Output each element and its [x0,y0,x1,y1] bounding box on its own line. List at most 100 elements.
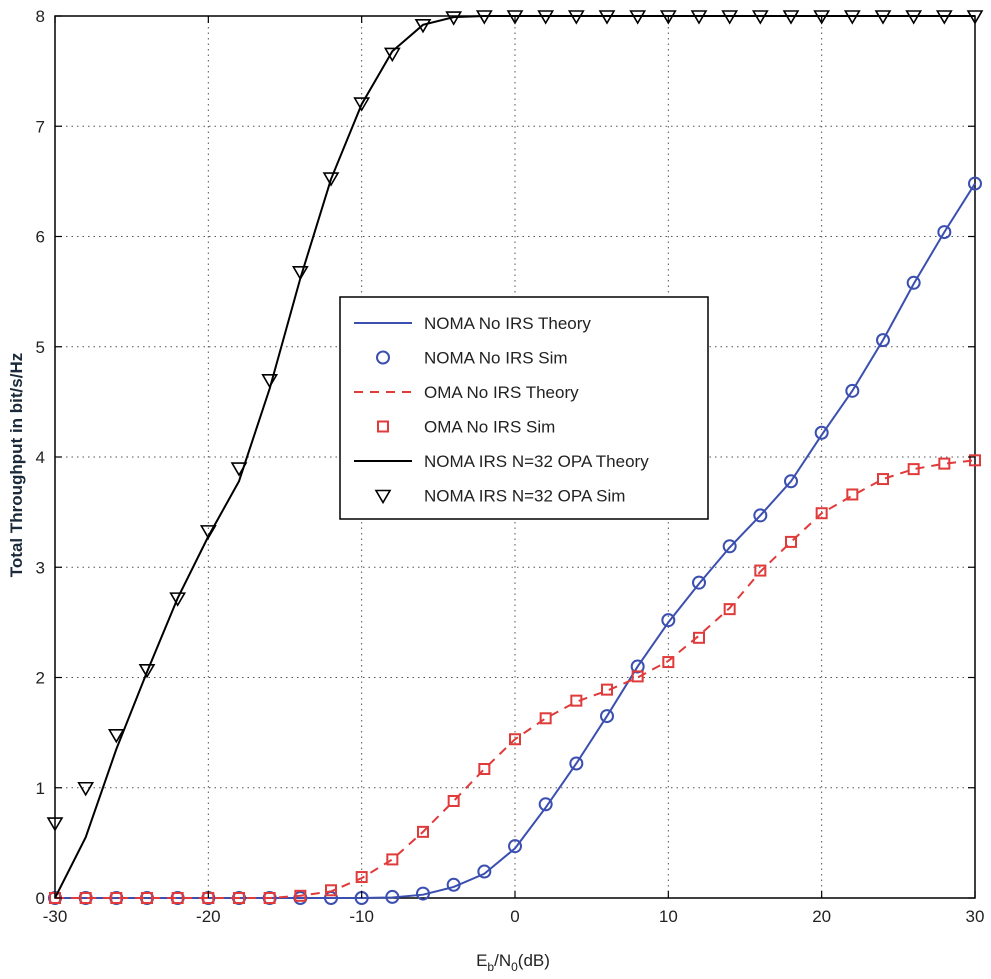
series-line [55,459,976,899]
y-tick-label: 2 [36,669,45,688]
data-point [141,892,153,904]
data-point [784,474,798,489]
x-axis-label-mid: /N [494,951,511,970]
data-point [477,864,492,879]
data-point [661,613,676,628]
data-point [629,10,647,25]
data-point [600,709,614,724]
legend-marker-sample [377,420,389,433]
y-tick-label: 4 [36,448,45,467]
data-point [446,877,461,892]
series-2 [55,459,976,899]
data-point [938,457,951,470]
data-point [294,889,307,902]
data-point [537,10,555,25]
legend: NOMA No IRS Theory NOMA No IRS Sim OMA No … [339,296,709,520]
data-point [630,659,645,674]
data-point [46,817,64,832]
data-point [845,383,860,398]
data-point [877,473,889,486]
y-tick-label: 3 [36,558,45,577]
data-point [138,663,156,679]
data-point [478,763,491,776]
data-point [907,463,920,476]
data-point [509,733,521,746]
x-axis-label-sub2: 0 [511,960,518,974]
data-point [77,781,95,797]
data-point [846,488,859,501]
data-point [110,892,123,904]
data-point [322,172,340,187]
data-point [659,10,677,25]
legend-marker-sample [376,350,390,365]
legend-entry: NOMA No IRS Sim [424,349,568,368]
data-point [785,535,797,548]
data-point [107,729,125,744]
data-point [751,10,769,25]
data-point [445,11,463,26]
x-tick-label: -30 [43,907,68,926]
data-point [906,275,921,290]
data-point [261,374,279,389]
data-point [937,225,952,240]
series-0 [55,183,976,899]
data-point [353,97,371,112]
data-point [199,525,217,540]
x-axis-label-tail: (dB) [518,951,550,970]
data-point [508,839,522,854]
data-point [383,47,401,63]
data-point [662,656,675,669]
data-point [876,333,890,348]
data-point [722,539,737,554]
data-point [782,10,800,25]
data-point [723,603,736,616]
data-point [690,10,708,25]
data-point [567,10,585,25]
series-5 [46,10,984,832]
y-tick-label: 8 [36,7,45,26]
data-point [692,575,706,590]
data-point [968,176,982,191]
y-axis-label: Total Throughput in bit/s/Hz [7,353,26,577]
x-axis-label-main: E [476,951,487,970]
data-point [538,797,553,812]
data-point [506,10,524,25]
data-point [969,454,981,467]
x-tick-label: -10 [349,907,374,926]
data-point [233,892,245,904]
x-axis-label: Eb/N0(dB) [476,951,550,974]
data-point [598,10,616,25]
legend-box [339,296,709,520]
y-tick-label: 6 [36,228,45,247]
data-point [815,507,828,520]
legend-entry: OMA No IRS Sim [424,418,555,437]
data-point [263,892,276,904]
series-layer [46,10,984,905]
data-point [814,425,829,440]
data-point [417,825,429,838]
data-point [475,10,493,25]
data-point [935,10,953,25]
series-3 [49,454,981,904]
ticks: -30 -20 -10 0 10 20 30 0 1 2 3 4 5 6 7 8 [36,7,985,926]
data-point [416,886,430,901]
data-point [570,694,583,707]
data-point [753,508,768,523]
x-tick-label: -20 [196,907,221,926]
data-point [693,631,705,644]
data-point [754,564,767,577]
data-point [325,884,337,897]
data-point [230,462,248,477]
legend-entry: NOMA No IRS Theory [424,314,591,333]
data-point [386,853,399,866]
data-point [79,892,92,904]
data-point [631,670,644,683]
series-line [55,183,976,899]
data-point [813,10,831,25]
data-point [966,10,984,25]
data-point [905,10,923,25]
data-point [601,683,613,696]
legend-marker-sample [374,489,392,505]
